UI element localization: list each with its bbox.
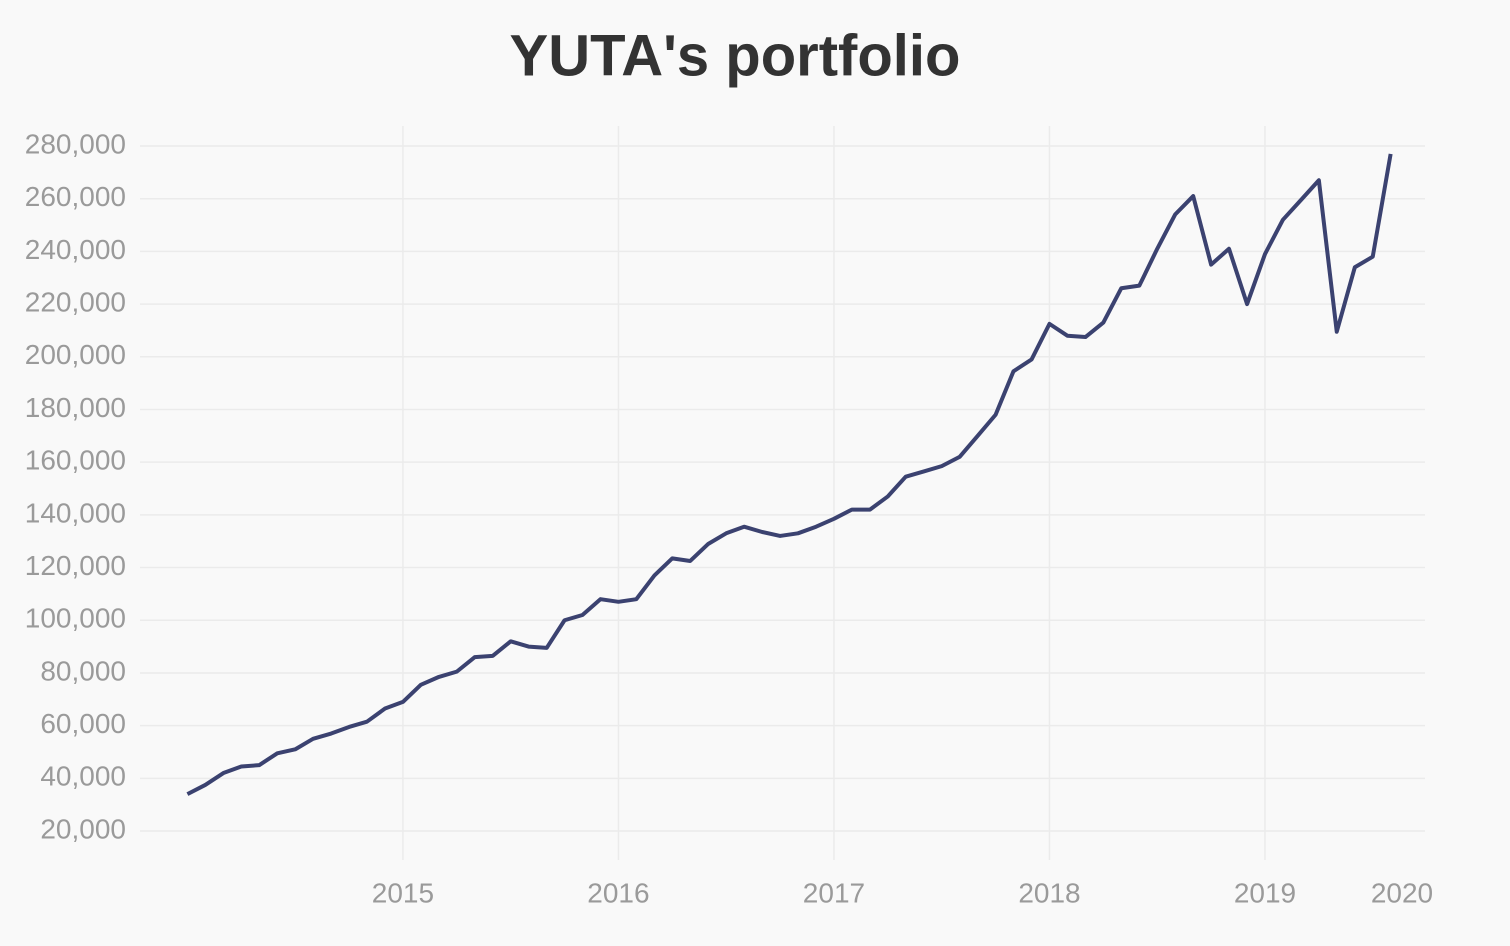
x-tick-label: 2019 xyxy=(1234,877,1296,908)
y-tick-label: 220,000 xyxy=(25,286,126,317)
y-tick-label: 20,000 xyxy=(40,813,126,844)
y-tick-label: 80,000 xyxy=(40,655,126,686)
chart-title: YUTA's portfolio xyxy=(510,23,961,88)
x-tick-label: 2015 xyxy=(372,877,434,908)
y-tick-label: 40,000 xyxy=(40,761,126,792)
y-tick-label: 180,000 xyxy=(25,392,126,423)
y-tick-label: 280,000 xyxy=(25,128,126,159)
y-tick-label: 120,000 xyxy=(25,550,126,581)
y-tick-label: 260,000 xyxy=(25,181,126,212)
x-tick-label: 2016 xyxy=(587,877,649,908)
y-tick-label: 100,000 xyxy=(25,603,126,634)
y-tick-label: 200,000 xyxy=(25,339,126,370)
y-tick-label: 240,000 xyxy=(25,234,126,265)
y-tick-label: 160,000 xyxy=(25,445,126,476)
line xyxy=(186,153,1393,796)
x-tick-label: 2018 xyxy=(1018,877,1080,908)
y-tick-label: 140,000 xyxy=(25,497,126,528)
x-tick-label: 2017 xyxy=(803,877,865,908)
x-tick-label: 2020 xyxy=(1371,877,1433,908)
y-tick-label: 60,000 xyxy=(40,708,126,739)
